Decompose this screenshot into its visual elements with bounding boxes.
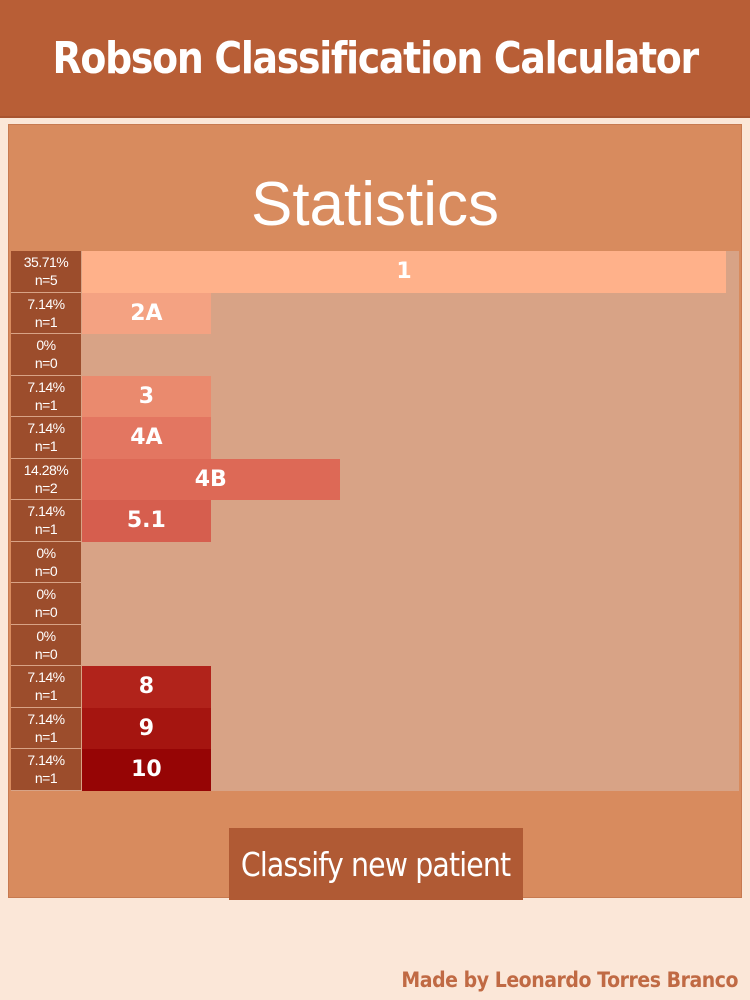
- classify-button-label: Classify new patient: [241, 844, 511, 884]
- statistics-chart: 35.71% n=5 1 7.14% n=1 2A 0% n=0 7.14% n=1 3 7.14% n…: [11, 251, 739, 791]
- stat-row: 0% n=0: [11, 624, 739, 666]
- stat-bar: 4B: [82, 458, 340, 500]
- stat-row: 7.14% n=1 2A: [11, 292, 739, 334]
- statistics-title: Statistics: [250, 170, 500, 239]
- stat-row: 7.14% n=1 3: [11, 375, 739, 417]
- stat-group-label: 1: [396, 259, 412, 285]
- stat-bar: 2A: [82, 292, 211, 334]
- stat-group-label: 10: [131, 757, 162, 783]
- stat-label: 0% n=0: [11, 624, 81, 666]
- stat-count: n=0: [34, 562, 58, 579]
- stat-group-label: 3: [138, 383, 155, 409]
- stat-row: 0% n=0: [11, 583, 739, 625]
- stat-percent: 0%: [36, 337, 56, 354]
- stat-group-label: 9: [138, 715, 155, 741]
- stat-percent: 7.14%: [27, 669, 65, 686]
- stat-percent: 7.14%: [27, 295, 65, 312]
- stat-row: 7.14% n=1 8: [11, 666, 739, 708]
- stat-bar: 4A: [82, 417, 211, 459]
- stat-label: 7.14% n=1: [11, 500, 81, 542]
- stat-bar: 9: [82, 707, 211, 749]
- stat-count: n=1: [34, 521, 58, 538]
- stat-percent: 7.14%: [27, 378, 65, 395]
- stat-count: n=0: [34, 604, 58, 621]
- stat-label: 7.14% n=1: [11, 666, 81, 708]
- stat-percent: 0%: [36, 627, 56, 644]
- classify-new-patient-button[interactable]: Classify new patient: [229, 828, 523, 900]
- stat-label: 7.14% n=1: [11, 417, 81, 459]
- stat-row: 7.14% n=1 4A: [11, 417, 739, 459]
- stat-row: 7.14% n=1 5.1: [11, 500, 739, 542]
- stat-count: n=2: [34, 479, 58, 496]
- stat-label: 7.14% n=1: [11, 707, 81, 749]
- stat-group-label: 4A: [130, 425, 163, 451]
- stat-bar: 3: [82, 375, 211, 417]
- stat-row: 0% n=0: [11, 334, 739, 376]
- app-title: Robson Classification Calculator: [52, 32, 699, 84]
- stat-row: 0% n=0: [11, 541, 739, 583]
- stat-bar: 10: [82, 749, 211, 791]
- stat-label: 7.14% n=1: [11, 749, 81, 791]
- stat-count: n=1: [34, 313, 58, 330]
- stat-count: n=5: [34, 272, 58, 289]
- stat-group-label: 4B: [194, 466, 227, 492]
- stat-row: 35.71% n=5 1: [11, 251, 739, 293]
- stat-row: 7.14% n=1 9: [11, 707, 739, 749]
- stat-label: 0% n=0: [11, 541, 81, 583]
- stat-percent: 7.14%: [27, 752, 65, 769]
- stat-label: 0% n=0: [11, 583, 81, 625]
- stat-group-label: 8: [138, 674, 155, 700]
- stat-count: n=0: [34, 355, 58, 372]
- stat-percent: 7.14%: [27, 420, 65, 437]
- stat-count: n=1: [34, 396, 58, 413]
- statistics-panel: Statistics 35.71% n=5 1 7.14% n=1 2A 0% n=0 7.14…: [8, 124, 742, 900]
- stat-percent: 14.28%: [23, 461, 69, 478]
- stat-percent: 7.14%: [27, 503, 65, 520]
- stat-count: n=1: [34, 770, 58, 787]
- stat-label: 35.71% n=5: [11, 251, 81, 293]
- stat-percent: 0%: [36, 586, 56, 603]
- stat-count: n=1: [34, 728, 58, 745]
- stat-label: 0% n=0: [11, 334, 81, 376]
- stat-percent: 0%: [36, 544, 56, 561]
- stat-label: 14.28% n=2: [11, 458, 81, 500]
- stat-count: n=1: [34, 438, 58, 455]
- footer-credit: Made by Leonardo Torres Branco: [401, 968, 738, 992]
- stat-count: n=1: [34, 687, 58, 704]
- stat-percent: 7.14%: [27, 710, 65, 727]
- stat-row: 7.14% n=1 10: [11, 749, 739, 791]
- stat-bar: 1: [82, 251, 726, 293]
- stat-group-label: 5.1: [126, 508, 166, 534]
- stat-bar: 8: [82, 666, 211, 708]
- stat-group-label: 2A: [130, 300, 163, 326]
- stat-label: 7.14% n=1: [11, 375, 81, 417]
- stat-bar: 5.1: [82, 500, 211, 542]
- stat-count: n=0: [34, 645, 58, 662]
- app-header: Robson Classification Calculator: [0, 0, 750, 118]
- stat-percent: 35.71%: [23, 254, 69, 271]
- stat-label: 7.14% n=1: [11, 292, 81, 334]
- stat-row: 14.28% n=2 4B: [11, 458, 739, 500]
